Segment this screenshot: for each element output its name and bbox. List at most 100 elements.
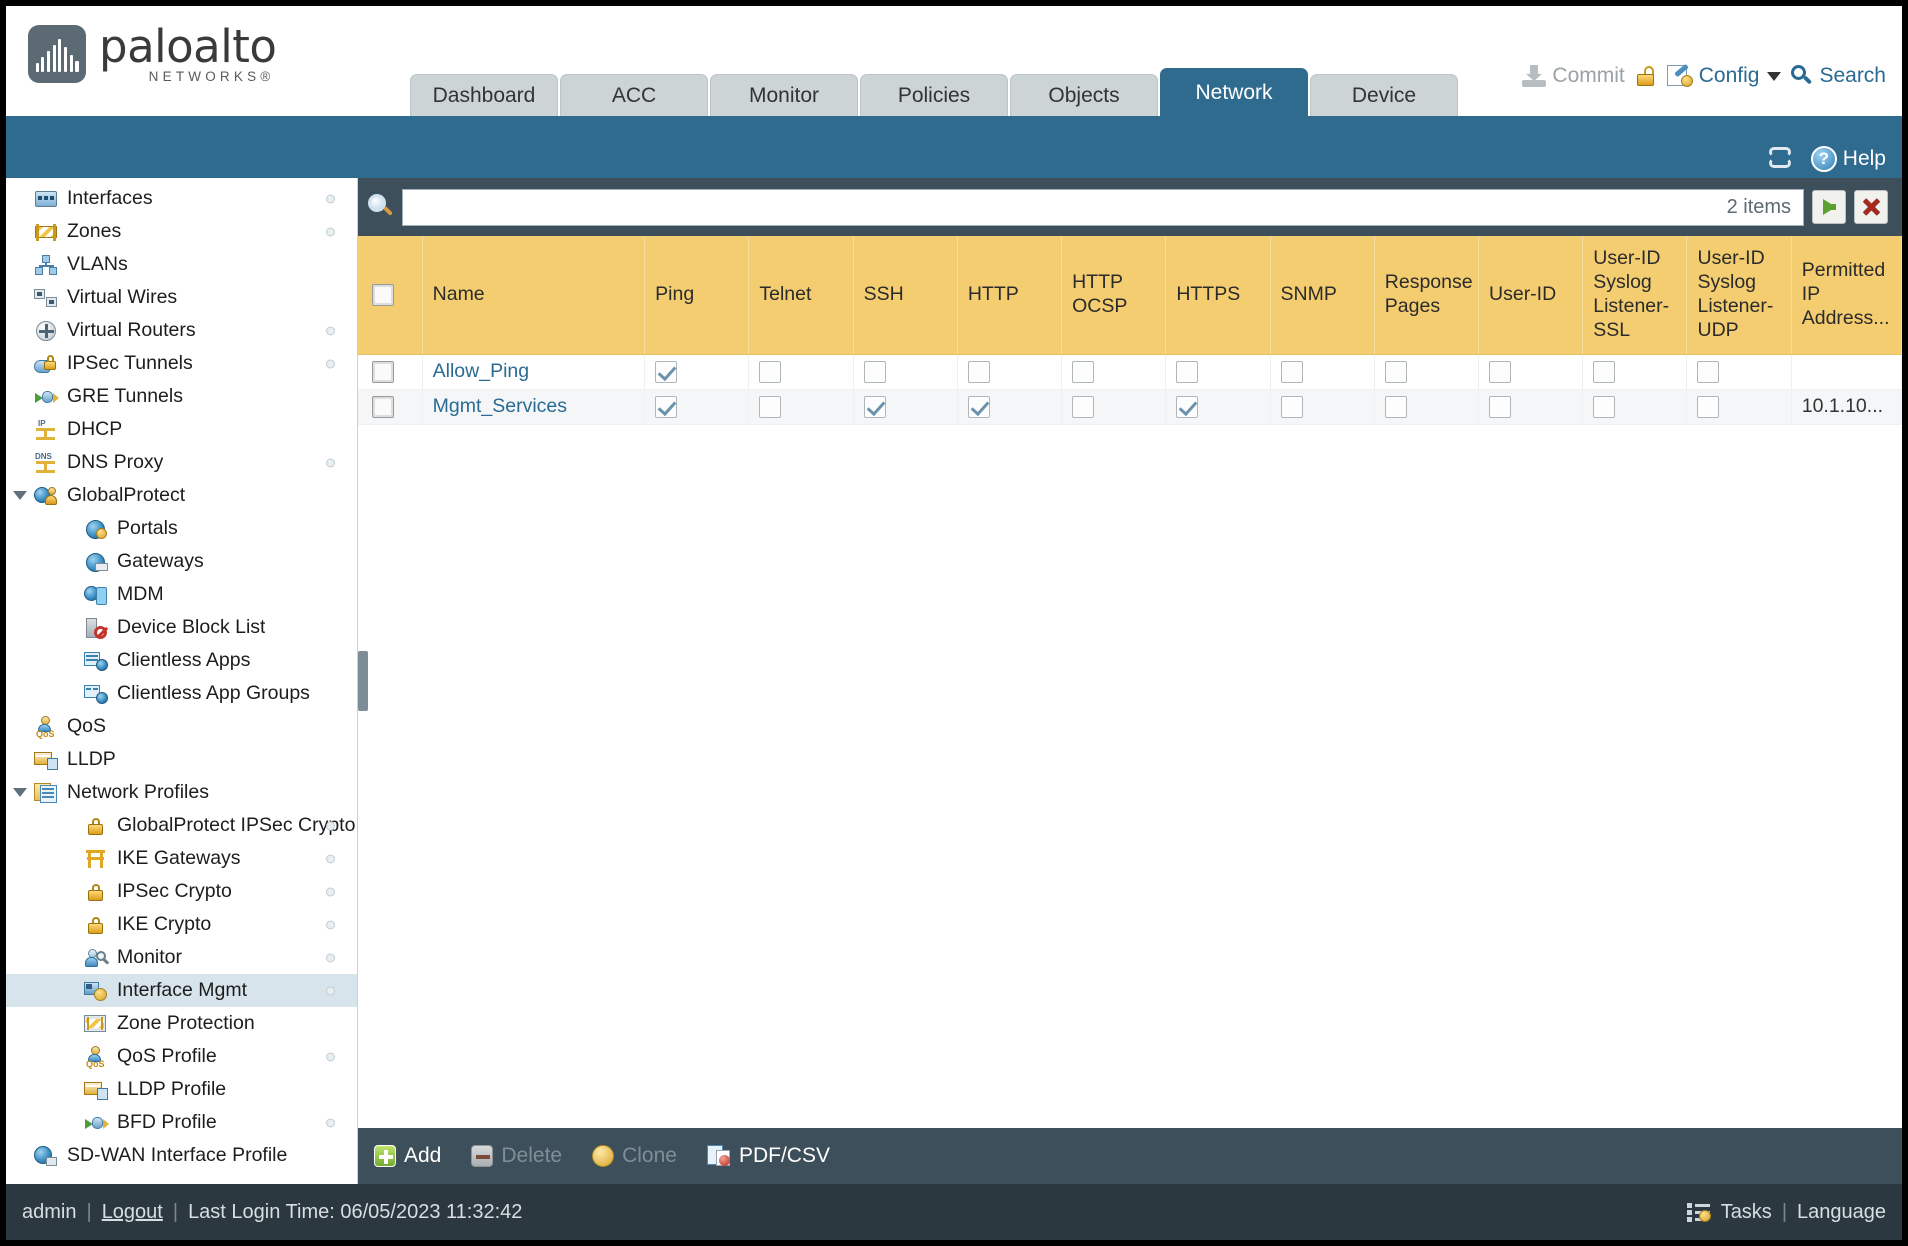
column-header-name[interactable]: Name — [422, 236, 646, 355]
row-name-link[interactable]: Allow_Ping — [432, 360, 530, 382]
sidebar-item-monitor[interactable]: Monitor — [6, 941, 357, 974]
delete-button[interactable]: Delete — [471, 1144, 562, 1168]
sidebar-item-ike-gateways[interactable]: IKE Gateways — [6, 842, 357, 875]
column-header-uid-syslog-udp[interactable]: User-ID Syslog Listener-UDP — [1686, 236, 1792, 355]
tab-monitor[interactable]: Monitor — [710, 74, 858, 116]
row-select-checkbox[interactable] — [372, 360, 394, 383]
column-header-snmp[interactable]: SNMP — [1270, 236, 1375, 355]
sidebar-item-dns-proxy[interactable]: DNS DNS Proxy — [6, 446, 357, 479]
sidebar-item-virtual-routers[interactable]: Virtual Routers — [6, 314, 357, 347]
column-header-telnet[interactable]: Telnet — [748, 236, 854, 355]
table-row[interactable]: Allow_Ping — [358, 354, 1902, 390]
apply-filter-button[interactable] — [1812, 190, 1847, 224]
add-button[interactable]: Add — [374, 1144, 441, 1168]
column-header-permitted-ip[interactable]: Permitted IP Address... — [1791, 236, 1902, 355]
ssh-checkbox[interactable] — [863, 395, 886, 418]
search-button[interactable]: Search — [1791, 64, 1886, 88]
sidebar-item-ipsec-crypto[interactable]: IPSec Crypto — [6, 875, 357, 908]
snmp-checkbox[interactable] — [1280, 395, 1303, 418]
logout-link[interactable]: Logout — [101, 1200, 163, 1223]
commit-button[interactable]: Commit — [1522, 64, 1625, 88]
sidebar-item-interface-mgmt[interactable]: Interface Mgmt — [6, 974, 357, 1007]
user-id-checkbox[interactable] — [1489, 360, 1512, 383]
uid-syslog-ssl-checkbox[interactable] — [1593, 360, 1616, 383]
tab-dashboard[interactable]: Dashboard — [410, 74, 558, 116]
sidebar-item-globalprotect-ipsec-crypto[interactable]: GlobalProtect IPSec Crypto — [6, 809, 357, 842]
sidebar-item-clientless-app-groups[interactable]: Clientless App Groups — [6, 677, 357, 710]
telnet-checkbox[interactable] — [759, 360, 782, 383]
sidebar-item-sd-wan-interface-profile[interactable]: SD-WAN Interface Profile — [6, 1139, 357, 1172]
sidebar-item-portals[interactable]: Portals — [6, 512, 357, 545]
http-ocsp-checkbox[interactable] — [1072, 360, 1095, 383]
column-header-ping[interactable]: Ping — [644, 236, 750, 355]
sidebar-item-vlans[interactable]: VLANs — [6, 248, 357, 281]
clone-button[interactable]: Clone — [592, 1144, 677, 1168]
config-menu-button[interactable]: Config — [1666, 63, 1782, 88]
uid-syslog-ssl-checkbox[interactable] — [1593, 395, 1616, 418]
sidebar-item-mdm[interactable]: MDM — [6, 578, 357, 611]
clear-filter-button[interactable] — [1854, 190, 1889, 224]
column-header-https[interactable]: HTTPS — [1165, 236, 1271, 355]
unlock-icon[interactable] — [1635, 65, 1657, 87]
tab-policies[interactable]: Policies — [860, 74, 1008, 116]
table-row[interactable]: Mgmt_Services 10.1.10... — [358, 389, 1902, 425]
http-checkbox[interactable] — [967, 360, 990, 383]
ssh-checkbox[interactable] — [863, 360, 886, 383]
sidebar-item-lldp[interactable]: LLDP — [6, 743, 357, 776]
sidebar-item-clientless-apps[interactable]: Clientless Apps — [6, 644, 357, 677]
sidebar-item-globalprotect[interactable]: GlobalProtect — [6, 479, 357, 512]
http-ocsp-checkbox[interactable] — [1072, 395, 1095, 418]
telnet-checkbox[interactable] — [759, 395, 782, 418]
select-all-checkbox[interactable] — [372, 283, 394, 306]
response-pages-checkbox[interactable] — [1384, 395, 1407, 418]
tasks-button[interactable]: Tasks — [1720, 1200, 1772, 1223]
tab-objects[interactable]: Objects — [1010, 74, 1158, 116]
sidebar-item-lldp-profile[interactable]: LLDP Profile — [6, 1073, 357, 1106]
sidebar-item-qos-profile[interactable]: QoS QoS Profile — [6, 1040, 357, 1073]
sidebar-item-zone-protection[interactable]: Zone Protection — [6, 1007, 357, 1040]
sidebar-item-virtual-wires[interactable]: Virtual Wires — [6, 281, 357, 314]
column-header-http-ocsp[interactable]: HTTP OCSP — [1061, 236, 1167, 355]
sidebar-item-gre-tunnels[interactable]: GRE Tunnels — [6, 380, 357, 413]
refresh-icon[interactable] — [1767, 147, 1795, 171]
tab-network[interactable]: Network — [1160, 68, 1308, 116]
sidebar-item-gateways[interactable]: Gateways — [6, 545, 357, 578]
pdf-csv-button[interactable]: PDF/CSV — [706, 1144, 830, 1168]
sidebar-item-device-block-list[interactable]: Device Block List — [6, 611, 357, 644]
column-header-http[interactable]: HTTP — [957, 236, 1063, 355]
row-select-checkbox[interactable] — [372, 395, 394, 418]
snmp-checkbox[interactable] — [1280, 360, 1303, 383]
sidebar-item-ike-crypto[interactable]: IKE Crypto — [6, 908, 357, 941]
sidebar-item-interfaces[interactable]: Interfaces — [6, 182, 357, 215]
uid-syslog-udp-checkbox[interactable] — [1697, 395, 1720, 418]
sidebar-item-qos[interactable]: QoS QoS — [6, 710, 357, 743]
help-button[interactable]: ? Help — [1810, 146, 1886, 172]
column-header-uid-syslog-ssl[interactable]: User-ID Syslog Listener-SSL — [1582, 236, 1688, 355]
uid-syslog-udp-checkbox[interactable] — [1697, 360, 1720, 383]
user-id-checkbox[interactable] — [1489, 395, 1512, 418]
column-header-user-id[interactable]: User-ID — [1478, 236, 1584, 355]
twisty-open-icon[interactable] — [10, 491, 30, 500]
column-header-ssh[interactable]: SSH — [853, 236, 958, 355]
http-checkbox[interactable] — [967, 395, 990, 418]
language-button[interactable]: Language — [1797, 1200, 1886, 1223]
tab-acc[interactable]: ACC — [560, 74, 708, 116]
https-checkbox[interactable] — [1176, 360, 1199, 383]
sidebar-item-bfd-profile[interactable]: BFD Profile — [6, 1106, 357, 1139]
sidebar-item-ipsec-tunnels[interactable]: IPSec Tunnels — [6, 347, 357, 380]
row-name-link[interactable]: Mgmt_Services — [432, 395, 568, 417]
sidebar-item-zones[interactable]: Zones — [6, 215, 357, 248]
search-input[interactable] — [402, 188, 1696, 226]
ping-checkbox[interactable] — [655, 395, 678, 418]
https-checkbox[interactable] — [1176, 395, 1199, 418]
sidebar-item-network-profiles[interactable]: Network Profiles — [6, 776, 357, 809]
column-header-response-pages[interactable]: Response Pages — [1374, 236, 1480, 355]
sidebar-splitter[interactable] — [358, 651, 368, 711]
response-pages-checkbox[interactable] — [1384, 360, 1407, 383]
tab-device[interactable]: Device — [1310, 74, 1458, 116]
ping-checkbox[interactable] — [655, 360, 678, 383]
twisty-open-icon[interactable] — [10, 788, 30, 797]
sidebar-item-dhcp[interactable]: IP DHCP — [6, 413, 357, 446]
filter-search-icon — [368, 194, 394, 220]
cell-http-ocsp — [1061, 354, 1167, 390]
